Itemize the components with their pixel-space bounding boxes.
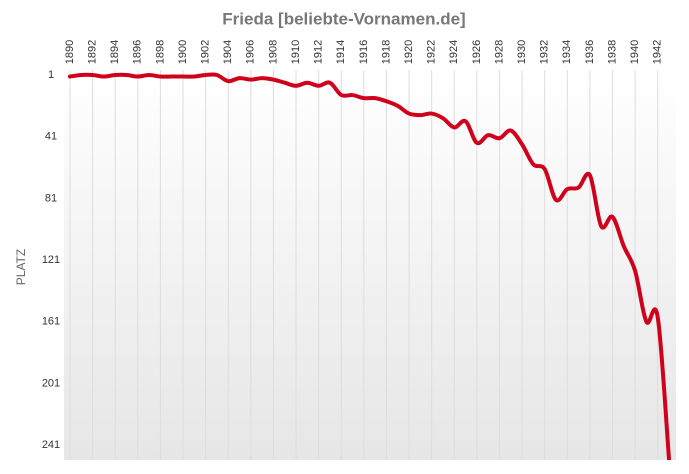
x-tick-label: 1918 xyxy=(380,40,392,64)
x-tick-label: 1926 xyxy=(471,40,483,64)
y-tick-label: 241 xyxy=(42,439,60,451)
x-tick-label: 1932 xyxy=(539,40,551,64)
y-axis-label: PLATZ xyxy=(14,249,28,285)
x-tick-label: 1916 xyxy=(358,40,370,64)
x-tick-label: 1892 xyxy=(87,40,99,64)
plot-background xyxy=(64,70,676,460)
x-tick-label: 1942 xyxy=(652,40,664,64)
x-tick-label: 1938 xyxy=(606,40,618,64)
y-tick-label: 1 xyxy=(48,69,54,81)
y-tick-label: 121 xyxy=(42,254,60,266)
x-tick-label: 1920 xyxy=(403,40,415,64)
x-tick-label: 1934 xyxy=(561,40,573,64)
x-tick-label: 1910 xyxy=(290,40,302,64)
chart-title: Frieda [beliebte-Vornamen.de] xyxy=(222,9,465,28)
x-tick-label: 1930 xyxy=(516,40,528,64)
x-tick-label: 1894 xyxy=(109,40,121,64)
y-tick-label: 201 xyxy=(42,377,60,389)
x-tick-label: 1914 xyxy=(335,40,347,64)
x-tick-label: 1928 xyxy=(493,40,505,64)
x-tick-label: 1922 xyxy=(426,40,438,64)
x-tick-label: 1936 xyxy=(584,40,596,64)
x-tick-label: 1890 xyxy=(64,40,76,64)
x-tick-label: 1912 xyxy=(313,40,325,64)
x-tick-label: 1902 xyxy=(200,40,212,64)
x-tick-label: 1906 xyxy=(245,40,257,64)
y-tick-label: 161 xyxy=(42,316,60,328)
x-tick-label: 1898 xyxy=(154,40,166,64)
x-tick-label: 1924 xyxy=(448,40,460,64)
x-tick-label: 1904 xyxy=(222,40,234,64)
x-tick-label: 1896 xyxy=(132,40,144,64)
data-line xyxy=(68,72,671,460)
x-tick-label: 1940 xyxy=(629,40,641,64)
x-tick-label: 1908 xyxy=(267,40,279,64)
x-tick-label: 1900 xyxy=(177,40,189,64)
y-tick-label: 41 xyxy=(45,131,57,143)
y-tick-label: 81 xyxy=(45,192,57,204)
